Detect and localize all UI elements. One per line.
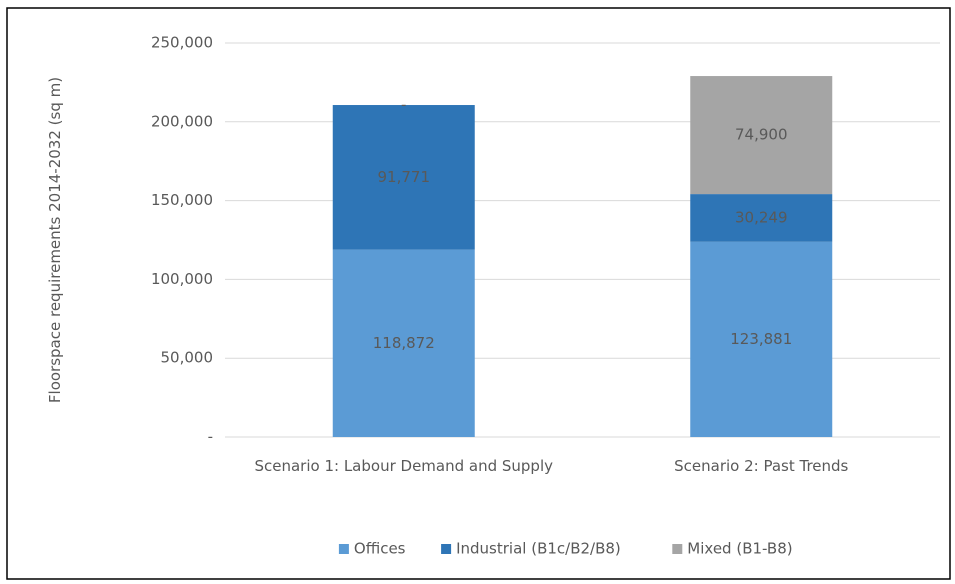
bar-segment [690,76,833,195]
y-tick-label: 250,000 [151,34,213,52]
bar-segment [332,249,475,437]
x-tick-label: Scenario 1: Labour Demand and Supply [254,457,553,475]
frame [6,7,951,580]
bar-segment [332,105,475,250]
x-tick-label: Scenario 2: Past Trends [674,457,849,475]
y-axis-label: Floorspace requirements 2014-2032 (sq m) [46,76,64,404]
data-label: 74,900 [735,126,788,144]
legend-label: Offices [354,540,406,558]
y-tick-label: 200,000 [151,112,213,130]
data-label: 30,249 [735,208,788,226]
y-tick-label: 50,000 [161,349,214,367]
y-tick-label: 150,000 [151,191,213,209]
data-label: 91,771 [378,168,431,186]
legend-label: Mixed (B1-B8) [687,540,792,558]
y-tick-label: - [208,428,213,446]
bar-segment [690,194,833,242]
legend-label: Industrial (B1c/B2/B8) [456,540,621,558]
legend-swatch [672,544,683,554]
legend-swatch [338,544,349,554]
y-tick-label: 100,000 [151,270,213,288]
data-label: 118,872 [373,334,435,352]
legend-swatch [441,544,452,554]
data-label: 123,881 [730,330,792,348]
data-label: - [401,96,406,114]
bar-segment [690,241,833,437]
